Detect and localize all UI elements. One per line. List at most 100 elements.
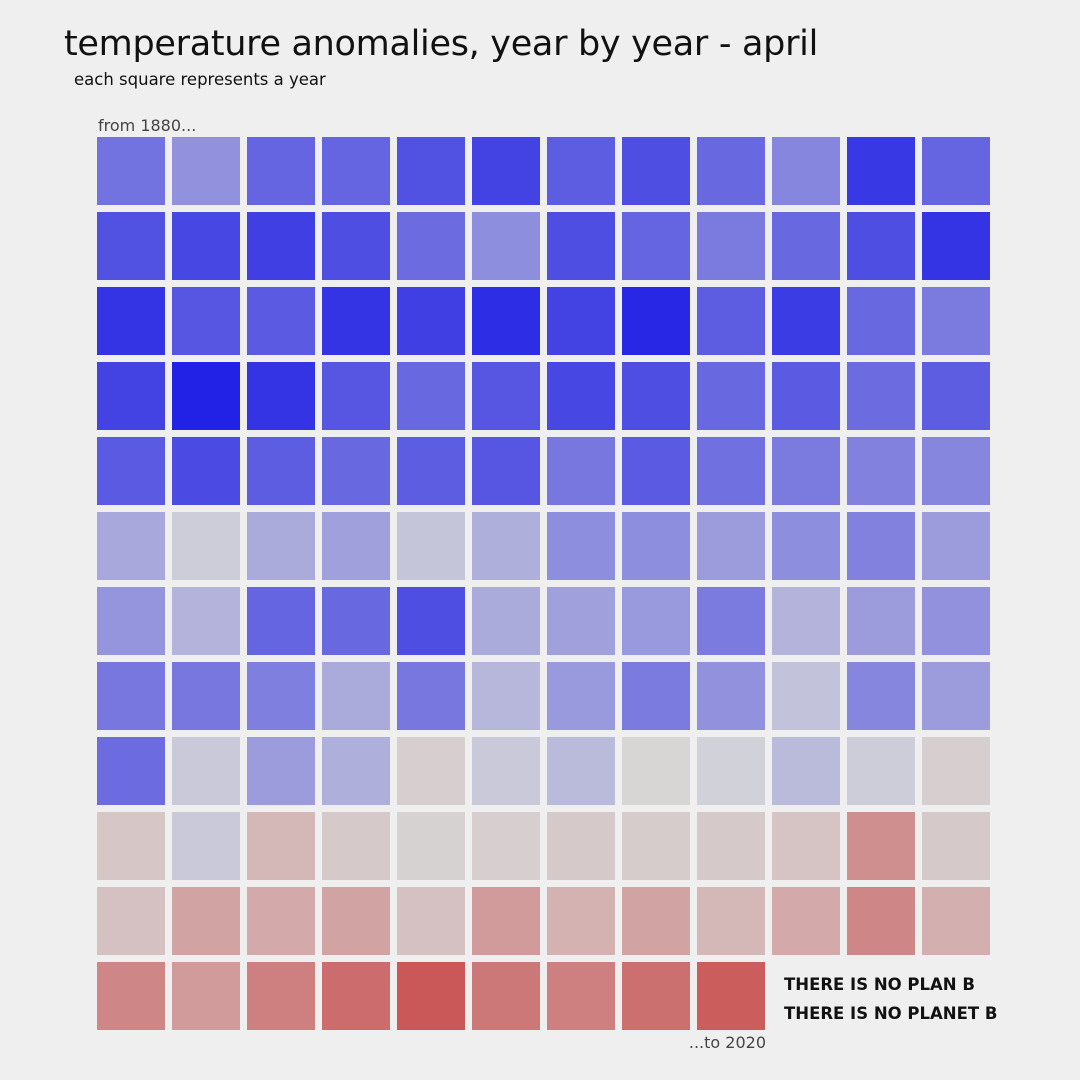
year-square-1984 <box>697 737 765 805</box>
year-square-1976 <box>97 737 165 805</box>
year-square-1882 <box>247 137 315 205</box>
year-square-2013 <box>172 962 240 1030</box>
year-square-1917 <box>172 362 240 430</box>
year-square-1934 <box>547 437 615 505</box>
year-square-1981 <box>472 737 540 805</box>
year-square-1885 <box>472 137 540 205</box>
year-square-1907 <box>322 287 390 355</box>
year-square-1952 <box>97 587 165 655</box>
year-square-1895 <box>322 212 390 280</box>
year-square-1925 <box>772 362 840 430</box>
year-square-1921 <box>472 362 540 430</box>
year-square-1967 <box>322 662 390 730</box>
year-square-1900 <box>697 212 765 280</box>
year-square-1931 <box>322 437 390 505</box>
year-square-2002 <box>247 887 315 955</box>
year-square-1953 <box>172 587 240 655</box>
year-square-1933 <box>472 437 540 505</box>
year-square-1883 <box>322 137 390 205</box>
year-square-1919 <box>322 362 390 430</box>
slogan: THERE IS NO PLAN B THERE IS NO PLANET B <box>784 970 997 1028</box>
year-square-1971 <box>622 662 690 730</box>
year-square-1968 <box>397 662 465 730</box>
year-square-1940 <box>97 512 165 580</box>
year-square-1942 <box>247 512 315 580</box>
year-square-2005 <box>472 887 540 955</box>
year-square-1892 <box>97 212 165 280</box>
year-square-1935 <box>622 437 690 505</box>
year-square-1992 <box>397 812 465 880</box>
year-square-1929 <box>172 437 240 505</box>
year-square-1986 <box>847 737 915 805</box>
year-square-2006 <box>547 887 615 955</box>
year-square-1924 <box>697 362 765 430</box>
year-square-1896 <box>397 212 465 280</box>
year-square-1898 <box>547 212 615 280</box>
year-square-1912 <box>697 287 765 355</box>
slogan-line-planet: THERE IS NO PLANET B <box>784 1004 998 1023</box>
year-square-1890 <box>847 137 915 205</box>
year-square-1996 <box>697 812 765 880</box>
year-square-1995 <box>622 812 690 880</box>
year-square-1993 <box>472 812 540 880</box>
year-square-1979 <box>322 737 390 805</box>
year-square-1901 <box>772 212 840 280</box>
year-square-1939 <box>922 437 990 505</box>
year-square-1880 <box>97 137 165 205</box>
year-square-1926 <box>847 362 915 430</box>
year-square-2008 <box>697 887 765 955</box>
year-square-1927 <box>922 362 990 430</box>
year-square-1928 <box>97 437 165 505</box>
year-square-2016 <box>397 962 465 1030</box>
year-square-1994 <box>547 812 615 880</box>
year-square-2018 <box>547 962 615 1030</box>
year-square-1938 <box>847 437 915 505</box>
year-square-1991 <box>322 812 390 880</box>
year-square-1887 <box>622 137 690 205</box>
year-square-1970 <box>547 662 615 730</box>
year-square-2004 <box>397 887 465 955</box>
year-square-1966 <box>247 662 315 730</box>
year-square-2007 <box>622 887 690 955</box>
year-square-1886 <box>547 137 615 205</box>
year-square-1972 <box>697 662 765 730</box>
year-square-1987 <box>922 737 990 805</box>
year-square-1941 <box>172 512 240 580</box>
year-square-1973 <box>772 662 840 730</box>
anomaly-grid <box>97 137 990 1030</box>
year-square-1930 <box>247 437 315 505</box>
year-square-1999 <box>922 812 990 880</box>
year-square-1889 <box>772 137 840 205</box>
year-square-2014 <box>247 962 315 1030</box>
year-square-1894 <box>247 212 315 280</box>
start-year-label: from 1880... <box>98 116 197 135</box>
year-square-1899 <box>622 212 690 280</box>
year-square-1914 <box>847 287 915 355</box>
year-square-1943 <box>322 512 390 580</box>
year-square-1961 <box>772 587 840 655</box>
year-square-1951 <box>922 512 990 580</box>
year-square-2011 <box>922 887 990 955</box>
year-square-1958 <box>547 587 615 655</box>
end-year-label: ...to 2020 <box>688 1033 766 1052</box>
year-square-1980 <box>397 737 465 805</box>
year-square-1974 <box>847 662 915 730</box>
chart-subtitle: each square represents a year <box>74 70 326 89</box>
year-square-1915 <box>922 287 990 355</box>
year-square-1903 <box>922 212 990 280</box>
year-square-2009 <box>772 887 840 955</box>
year-square-1963 <box>922 587 990 655</box>
year-square-1905 <box>172 287 240 355</box>
year-square-1950 <box>847 512 915 580</box>
year-square-1884 <box>397 137 465 205</box>
year-square-1982 <box>547 737 615 805</box>
year-square-1923 <box>622 362 690 430</box>
year-square-1944 <box>397 512 465 580</box>
year-square-1916 <box>97 362 165 430</box>
year-square-1911 <box>622 287 690 355</box>
year-square-1965 <box>172 662 240 730</box>
year-square-1881 <box>172 137 240 205</box>
year-square-1956 <box>397 587 465 655</box>
year-square-1998 <box>847 812 915 880</box>
year-square-1959 <box>622 587 690 655</box>
